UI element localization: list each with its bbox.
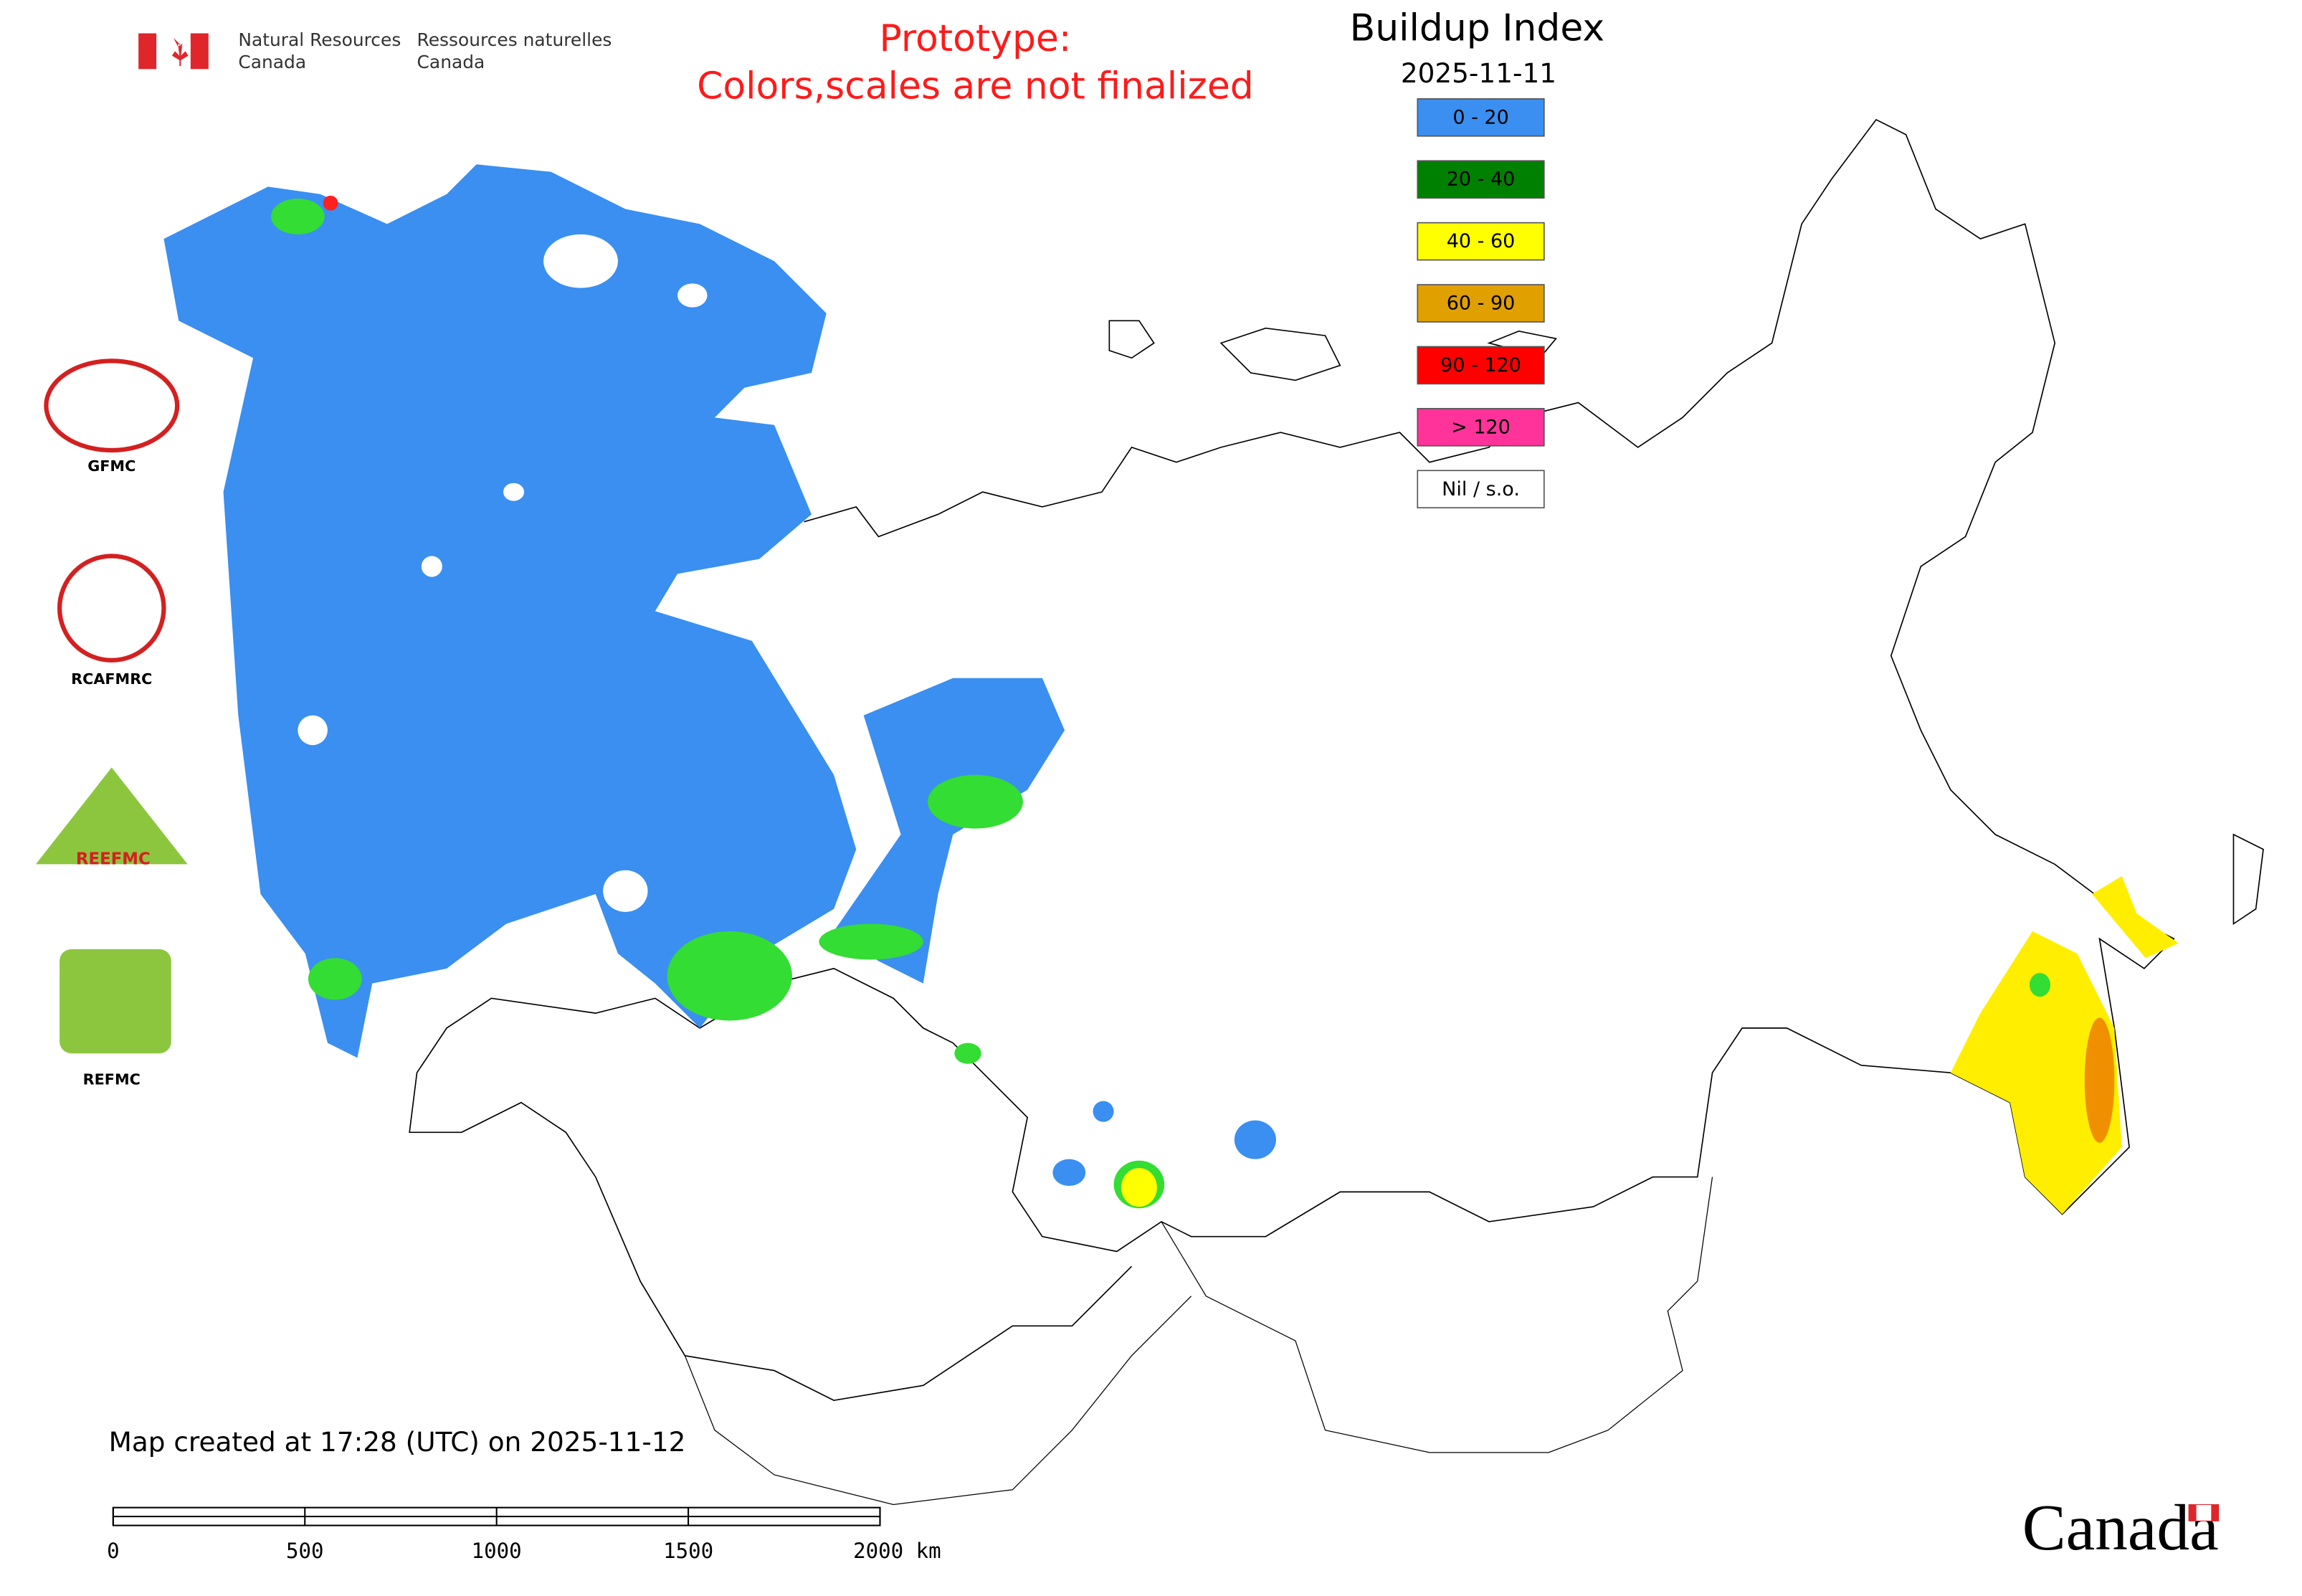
legend-swatch xyxy=(1417,98,1545,137)
border xyxy=(1161,1177,1713,1453)
scale-label: 0 xyxy=(107,1539,119,1563)
index-field-green xyxy=(271,199,1165,1209)
legend-swatch xyxy=(1417,284,1545,323)
legend: 0 - 20 20 - 40 40 - 60 60 - 90 90 - 120 > 120… xyxy=(1417,98,1545,509)
map-date: 2025-11-11 xyxy=(1401,57,1556,89)
logos: GFMC RCAFMRC REEFMC REFMC xyxy=(35,358,188,1088)
index-fields xyxy=(163,164,2179,1215)
legend-label: 20 - 40 xyxy=(1447,168,1516,191)
index-field-red xyxy=(323,195,338,211)
index-field-yellow xyxy=(1121,1168,1157,1207)
agency-fr: Ressources naturelles xyxy=(417,29,612,50)
wordmark: Canada xyxy=(2022,1491,2219,1564)
notice: Colors,scales are not finalized xyxy=(697,65,1254,108)
map-title: Buildup Index xyxy=(1350,6,1605,49)
index-field-green xyxy=(2029,973,2050,997)
agency-en: Natural Resources xyxy=(238,29,401,50)
rcafmrc-emblem xyxy=(57,554,166,662)
created-note: Map created at 17:28 (UTC) on 2025-11-12 xyxy=(109,1426,686,1458)
logo-label: RCAFMRC xyxy=(71,670,152,688)
index-field-0-20 xyxy=(1052,1159,1086,1187)
legend-swatch xyxy=(1417,470,1545,509)
refmc-emblem xyxy=(60,949,171,1054)
index-field-0-20 xyxy=(163,164,857,1058)
logo-label: REFMC xyxy=(83,1071,141,1088)
legend-label: 90 - 120 xyxy=(1440,354,1521,376)
canada-flag xyxy=(138,33,209,70)
wordmark-flag xyxy=(2188,1504,2220,1521)
border xyxy=(684,1296,1192,1506)
legend-swatch xyxy=(1417,346,1545,385)
legend-label: 60 - 90 xyxy=(1447,293,1516,315)
legend-swatch xyxy=(1417,160,1545,199)
index-field-0-20 xyxy=(834,678,1065,984)
gfmc-emblem xyxy=(44,358,180,453)
scale-bar: 0 500 1000 1500 2000 km xyxy=(107,1506,941,1563)
scale-label: 2000 km xyxy=(853,1539,941,1563)
agency-fr: Canada xyxy=(417,52,485,72)
legend-label: > 120 xyxy=(1451,416,1511,438)
scale-label: 500 xyxy=(286,1539,324,1563)
index-field-orange xyxy=(2084,1017,2115,1143)
legend-label: 40 - 60 xyxy=(1447,230,1516,252)
notice: Prototype: xyxy=(879,17,1071,60)
reefmc-emblem xyxy=(35,767,188,865)
index-field-0-20 xyxy=(1234,1120,1276,1159)
scale-label: 1500 xyxy=(663,1539,713,1563)
gaps xyxy=(298,234,708,912)
index-field-yellow xyxy=(1950,876,2179,1215)
legend-swatch xyxy=(1417,222,1545,261)
agency: Natural Resources Canada Ressources natu… xyxy=(238,29,612,72)
scale-label: 1000 xyxy=(472,1539,522,1563)
index-field-0-20 xyxy=(1093,1101,1114,1122)
legend-label: 0 - 20 xyxy=(1452,106,1508,128)
legend-label: Nil / s.o. xyxy=(1442,478,1520,500)
logo-label: GFMC xyxy=(87,457,135,475)
coastline xyxy=(1108,320,2264,926)
agency-en: Canada xyxy=(238,52,306,72)
legend-swatch xyxy=(1417,408,1545,447)
logo-label: REEFMC xyxy=(76,850,151,869)
